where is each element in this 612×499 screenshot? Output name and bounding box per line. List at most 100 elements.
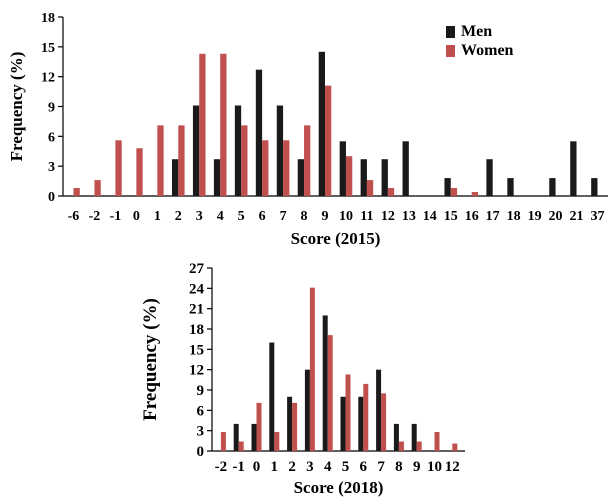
bar-women (345, 156, 353, 196)
bar-women (434, 432, 440, 451)
x-axis-title: Score (2015) (291, 229, 381, 248)
x-tick-label: 6 (259, 209, 266, 224)
legend-label-men: Men (461, 23, 492, 40)
bar-men (339, 141, 346, 196)
bar-women (199, 53, 206, 196)
x-tick-label: 6 (360, 459, 368, 475)
x-tick-label: 2 (175, 209, 182, 224)
bar-men (192, 105, 200, 196)
bar-women (471, 192, 479, 196)
bar-men (549, 178, 556, 196)
x-tick-label: 8 (395, 459, 403, 475)
x-tick-label: 17 (486, 209, 500, 224)
bar-men (304, 369, 310, 451)
x-tick-label: 13 (402, 209, 416, 224)
bar-men (570, 141, 577, 196)
x-tick-label: 11 (360, 209, 373, 224)
bar-men (287, 396, 293, 451)
x-tick-label: 12 (445, 459, 460, 475)
x-tick-label: 1 (154, 209, 161, 224)
bar-women (363, 383, 369, 451)
y-tick-label: 0 (48, 190, 55, 205)
bar-women (283, 140, 290, 196)
x-tick-label: -1 (110, 209, 122, 224)
y-tick-label: 15 (189, 342, 204, 358)
bar-men (276, 105, 284, 196)
bar-men (297, 159, 305, 196)
bar-women (292, 402, 298, 451)
y-tick-label: 3 (197, 424, 205, 440)
x-tick-label: 4 (217, 209, 224, 224)
bar-men (340, 396, 346, 451)
x-tick-label: 0 (253, 459, 261, 475)
y-tick-label: 9 (48, 101, 55, 116)
y-tick-label: 12 (189, 363, 204, 379)
x-tick-label: 0 (133, 209, 140, 224)
x-tick-label: 14 (423, 209, 437, 224)
x-tick-label: 4 (324, 459, 332, 475)
bar-women (327, 335, 333, 451)
y-tick-label: 12 (41, 71, 55, 86)
bar-women (157, 125, 164, 196)
bar-men (411, 423, 417, 451)
bar-men (251, 423, 257, 451)
y-tick-label: 3 (48, 160, 55, 175)
y-tick-label: 21 (189, 302, 204, 318)
x-tick-label: 3 (306, 459, 314, 475)
bar-women (262, 140, 269, 196)
bar-women (94, 180, 101, 196)
x-tick-label: 19 (528, 209, 542, 224)
legend: Men Women (446, 23, 514, 59)
bar-women (220, 53, 227, 196)
y-tick-label: 0 (197, 444, 205, 460)
bar-men (507, 178, 514, 196)
bar-women (115, 140, 122, 196)
bar-women (178, 125, 185, 196)
legend-swatch-men (446, 26, 455, 38)
y-tick-label: 15 (41, 41, 55, 56)
bar-men (381, 159, 388, 196)
x-tick-label: 2 (288, 459, 296, 475)
x-tick-label: -2 (215, 459, 228, 475)
x-tick-label: 18 (507, 209, 521, 224)
x-tick-label: 5 (238, 209, 245, 224)
y-tick-label: 6 (197, 403, 205, 419)
bar-men (358, 396, 364, 451)
bar-women (309, 287, 315, 451)
x-tick-label: 8 (301, 209, 308, 224)
bar-women (381, 393, 387, 451)
bar-men (318, 51, 325, 197)
bar-men (444, 178, 451, 196)
bar-men (213, 159, 221, 196)
legend-swatch-women (446, 45, 455, 57)
bar-men (402, 141, 409, 196)
x-tick-label: 12 (381, 209, 395, 224)
bar-women (73, 188, 80, 196)
bar-men (322, 315, 328, 451)
x-tick-label: -6 (68, 209, 80, 224)
bar-men (255, 69, 263, 196)
y-tick-label: 24 (189, 281, 205, 297)
x-tick-label: 10 (427, 459, 442, 475)
x-tick-label: 21 (570, 209, 584, 224)
y-tick-label: 18 (41, 11, 55, 26)
y-tick-label: 27 (189, 261, 205, 277)
bar-women (304, 125, 311, 196)
x-tick-label: 9 (413, 459, 421, 475)
bar-men (233, 423, 239, 451)
x-tick-label: -2 (89, 209, 101, 224)
x-tick-label: 5 (342, 459, 350, 475)
x-tick-label: 20 (549, 209, 563, 224)
bar-men (234, 105, 242, 196)
bar-women (136, 148, 143, 196)
bar-men (360, 159, 367, 196)
x-tick-label: 7 (377, 459, 385, 475)
bar-men (486, 159, 493, 196)
bar-women (452, 443, 458, 451)
bar-women (256, 402, 262, 451)
x-tick-label: 1 (271, 459, 279, 475)
bar-women (325, 85, 332, 196)
